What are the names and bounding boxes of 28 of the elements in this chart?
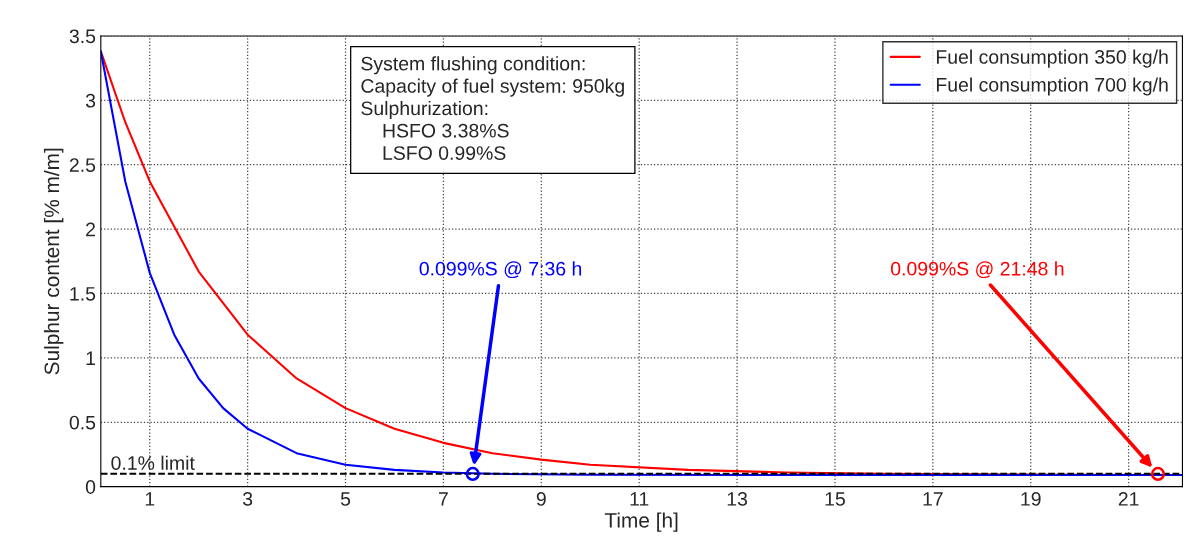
- x-tick-label: 5: [340, 492, 351, 506]
- x-tick-label: 9: [536, 492, 546, 506]
- x-tick-label: 11: [630, 492, 649, 506]
- legend-label: Fuel consumption 700 kg/h: [936, 77, 1168, 96]
- x-tick-label: 19: [1021, 492, 1041, 506]
- y-tick-label: 3: [85, 93, 96, 108]
- annotation: System flushing condition: Capacity of fuel system: 950kg Sulphurization: HSFO 3.38%S LSFO 0.99%S: [361, 56, 624, 160]
- y-tick-label: 0.5: [69, 415, 96, 430]
- annotation: 0.099%S @ 21:48 h: [891, 261, 1064, 279]
- x-tick-label: 1: [145, 492, 155, 506]
- x-tick-label: 7: [439, 492, 448, 506]
- legend-label: Fuel consumption 350 kg/h: [936, 49, 1168, 68]
- annotation: 0.099%S @ 7:36 h: [419, 261, 582, 279]
- x-tick-label: 3: [242, 492, 253, 506]
- y-tick-label: 3.5: [69, 29, 96, 44]
- y-tick-label: 1.5: [70, 287, 96, 301]
- y-axis-title: Sulphur content [% m/m]: [43, 148, 64, 375]
- x-axis-title: Time [h]: [604, 512, 678, 532]
- y-tick-label: 2: [86, 222, 95, 237]
- ref-line-label: 0.1% limit: [111, 455, 195, 470]
- y-tick-label: 1: [86, 351, 95, 365]
- line-series: [100, 50, 1183, 477]
- x-tick-label: 21: [1118, 492, 1139, 506]
- x-tick-label: 17: [923, 492, 943, 506]
- x-tick-label: 15: [825, 492, 845, 506]
- y-tick-label: 2.5: [69, 158, 96, 172]
- x-tick-label: 13: [727, 492, 748, 506]
- y-tick-label: 0: [85, 480, 96, 494]
